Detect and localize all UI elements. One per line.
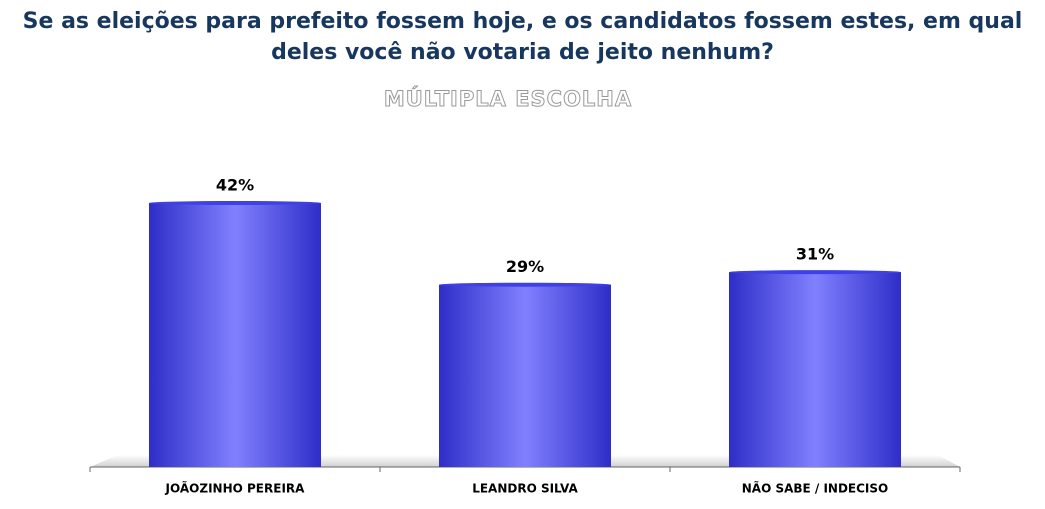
chart-title: Se as eleições para prefeito fossem hoje… xyxy=(22,9,1023,65)
x-tick-label: JOÃOZINHO PEREIRA xyxy=(165,481,306,496)
bar xyxy=(439,284,611,467)
bar-top xyxy=(729,270,901,275)
value-label: 31% xyxy=(796,245,834,264)
bar-top xyxy=(439,282,611,287)
x-tick-label: LEANDRO SILVA xyxy=(472,482,578,496)
value-label: 42% xyxy=(216,176,254,195)
chart-subtitle: MÚLTIPLA ESCOLHA xyxy=(384,86,632,111)
bar xyxy=(729,272,901,467)
bar xyxy=(149,203,321,467)
bar-top xyxy=(149,201,321,205)
x-tick-label: NÃO SABE / INDECISO xyxy=(742,481,889,496)
value-label: 29% xyxy=(506,257,544,276)
